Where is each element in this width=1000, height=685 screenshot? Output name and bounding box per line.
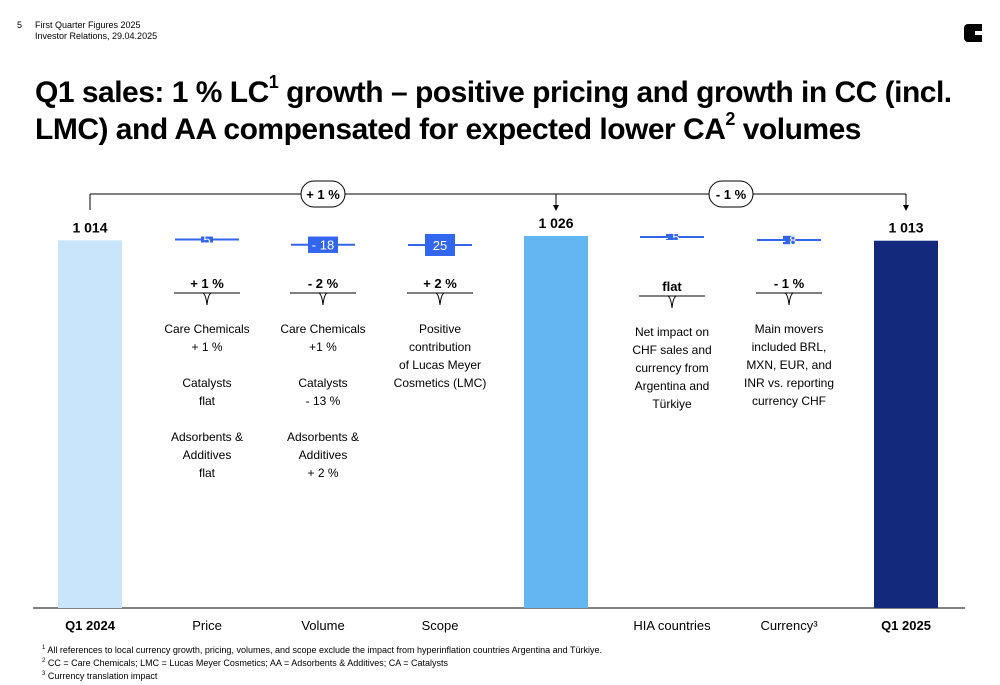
footnote-1-mark: 1 xyxy=(42,645,46,651)
annotation-text-line: flat xyxy=(199,466,216,480)
annotation-text-line: of Lucas Meyer xyxy=(399,358,481,372)
annotation-text-line: CHF sales and xyxy=(632,343,711,357)
document-title: First Quarter Figures 2025 xyxy=(35,20,141,30)
footnote-3-text: Currency translation impact xyxy=(47,671,158,681)
page-number: 5 xyxy=(17,20,23,30)
annotation-text-line: Catalysts xyxy=(298,376,347,390)
annotation-text-line: MXN, EUR, and xyxy=(746,358,831,372)
annotation-pointer xyxy=(202,292,212,306)
footnote-1: 1 All references to local currency growt… xyxy=(42,643,602,656)
category-label: Currency³ xyxy=(760,618,818,633)
footnote-mark-1: 1 xyxy=(268,72,279,92)
footnote-2: 2 CC = Care Chemicals; LMC = Lucas Meyer… xyxy=(42,656,448,669)
annotation-text-line: Main movers xyxy=(755,322,824,336)
delta-value-label: 25 xyxy=(433,238,447,253)
total-value-label: 1 014 xyxy=(72,219,107,235)
annotation-pointer xyxy=(784,292,794,306)
annotation-text-line: currency CHF xyxy=(752,394,826,408)
bridge-percent-bubble xyxy=(300,180,346,208)
annotation-headline: - 2 % xyxy=(308,276,339,291)
annotation-text-line: Cosmetics (LMC) xyxy=(394,376,487,390)
annotation-text-line: Türkiye xyxy=(652,397,692,411)
annotation-text-line: Care Chemicals xyxy=(164,322,249,336)
annotation-text-line: Care Chemicals xyxy=(280,322,365,336)
annotation-headline: - 1 % xyxy=(774,276,805,291)
footnote-1-text: All references to local currency growth,… xyxy=(47,645,602,655)
delta-bar xyxy=(308,236,338,253)
bridge-arrowhead xyxy=(903,205,909,211)
slide-title: Q1 sales: 1 % LC1 growth – positive pric… xyxy=(35,72,975,148)
category-label: Q1 2025 xyxy=(881,618,931,633)
footnote-2-mark: 2 xyxy=(42,658,46,664)
annotation-text-line: currency from xyxy=(635,361,708,375)
annotation-text-line: +1 % xyxy=(309,340,337,354)
annotation-text-line: INR vs. reporting xyxy=(744,376,834,390)
annotation-text-line: - 13 % xyxy=(306,394,341,408)
annotation-text-line: + 2 % xyxy=(307,466,338,480)
total-bar xyxy=(874,240,938,609)
delta-value-label: 5 xyxy=(203,233,210,248)
annotation-headline: + 2 % xyxy=(423,276,457,291)
category-label: HIA countries xyxy=(633,618,711,633)
category-label: Price xyxy=(192,618,222,633)
category-label: Volume xyxy=(301,618,344,633)
annotation-text-line: flat xyxy=(199,394,216,408)
annotation-headline: flat xyxy=(662,279,682,294)
company-logo xyxy=(964,24,982,42)
document-subtitle: Investor Relations, 29.04.2025 xyxy=(35,31,158,41)
bridge-percent-label: + 1 % xyxy=(306,187,340,202)
delta-value-label: - 5 xyxy=(664,230,679,245)
delta-bar xyxy=(425,234,455,256)
delta-bar xyxy=(666,234,678,240)
total-value-label: 1 013 xyxy=(888,220,923,236)
total-bar xyxy=(58,240,122,608)
annotation-text-line: included BRL, xyxy=(752,340,827,354)
delta-value-label: - 8 xyxy=(781,233,796,248)
annotation-text-line: Adsorbents & xyxy=(287,430,359,444)
annotation-pointer xyxy=(318,292,328,306)
annotation-text-line: Argentina and xyxy=(635,379,710,393)
annotation-text-line: Additives xyxy=(299,448,348,462)
bridge-percent-bubble xyxy=(708,180,754,208)
annotation-pointer xyxy=(435,292,445,306)
total-bar xyxy=(524,236,588,608)
annotation-text-line: Net impact on xyxy=(635,325,709,339)
annotation-text-line: + 1 % xyxy=(191,340,222,354)
slide-title-part-2: growth – positive pricing and growth in … xyxy=(35,76,952,146)
annotation-text-line: contribution xyxy=(409,340,471,354)
annotation-text-line: Adsorbents & xyxy=(171,430,243,444)
slide-title-part-1: Q1 sales: 1 % LC xyxy=(35,76,269,109)
footnote-mark-2: 2 xyxy=(725,109,735,129)
category-label: Scope xyxy=(422,618,459,633)
footnote-3-mark: 3 xyxy=(42,671,46,677)
annotation-pointer xyxy=(667,295,677,309)
category-label: Q1 2024 xyxy=(65,618,116,633)
delta-value-label: - 18 xyxy=(312,238,334,253)
delta-bar xyxy=(783,235,795,245)
annotation-text-line: Additives xyxy=(183,448,232,462)
total-value-label: 1 026 xyxy=(538,215,573,231)
delta-bar xyxy=(201,236,213,243)
annotation-text-line: Positive xyxy=(419,322,461,336)
slide-title-part-3: volumes xyxy=(734,113,862,146)
annotation-headline: + 1 % xyxy=(190,276,224,291)
footnote-2-text: CC = Care Chemicals; LMC = Lucas Meyer C… xyxy=(47,658,449,668)
bridge-percent-label: - 1 % xyxy=(716,187,747,202)
annotation-text-line: Catalysts xyxy=(182,376,231,390)
footnote-3: 3 Currency translation impact xyxy=(42,669,157,682)
